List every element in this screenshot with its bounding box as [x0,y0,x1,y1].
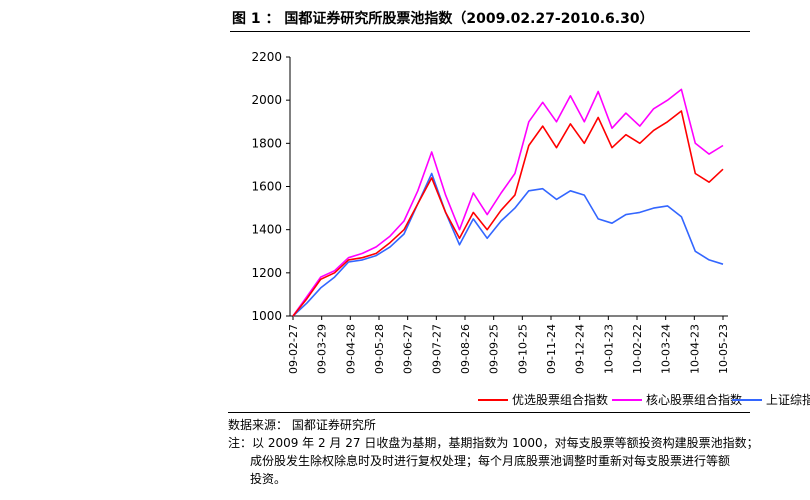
y-tick-label: 2200 [251,50,282,64]
note-line-2: 成份股发生除权除息时及时进行复权处理；每个月底股票池调整时重新对每支股票进行等额 [250,454,731,468]
source-rule [228,412,750,413]
y-tick-label: 1400 [251,223,282,237]
notes-block: 数据来源： 国都证券研究所 注：以 2009 年 2 月 27 日收盘为基期，基… [228,416,759,488]
legend-label-1: 核心股票组合指数 [646,392,742,407]
x-tick-label: 09-12-24 [574,324,587,374]
chart-legend: 优选股票组合指数 核心股票组合指数 上证综指 [478,392,810,407]
x-tick-label: 10-04-23 [688,324,701,374]
y-tick-label: 2000 [251,93,282,107]
y-tick-label: 1600 [251,180,282,194]
x-tick-label: 09-05-28 [373,324,386,374]
x-tick-label: 09-07-27 [430,324,443,374]
note-line-3: 投资。 [250,472,287,486]
x-tick-label: 09-06-27 [402,324,415,374]
x-tick-label: 09-09-25 [488,324,501,374]
x-tick-label: 10-05-23 [717,324,730,374]
x-tick-label: 09-11-24 [545,324,558,374]
y-tick-label: 1800 [251,136,282,150]
legend-label-2: 上证综指 [766,392,810,407]
x-tick-label: 10-02-22 [631,324,644,374]
chart-title: 图 1 ： 国都证券研究所股票池指数（2009.02.27-2010.6.30） [232,11,654,27]
y-tick-label: 1000 [251,309,282,323]
x-tick-label: 09-10-25 [516,324,529,374]
x-tick-label: 09-04-28 [344,324,357,374]
note-line-1: 注：以 2009 年 2 月 27 日收盘为基期，基期指数为 1000，对每支股… [228,436,759,450]
x-tick-label: 10-03-24 [660,324,673,374]
x-tick-label: 09-02-27 [287,324,300,374]
y-tick-label: 1200 [251,266,282,280]
source-text: 数据来源： 国都证券研究所 [228,418,376,432]
x-tick-label: 09-08-26 [459,324,472,374]
title-underline [230,31,750,32]
legend-label-0: 优选股票组合指数 [512,392,608,407]
x-tick-label: 09-03-29 [316,324,329,374]
series-line-0 [292,110,724,317]
x-tick-label: 10-01-23 [602,324,615,374]
series-line-2 [292,172,724,317]
series-line-1 [292,88,724,317]
